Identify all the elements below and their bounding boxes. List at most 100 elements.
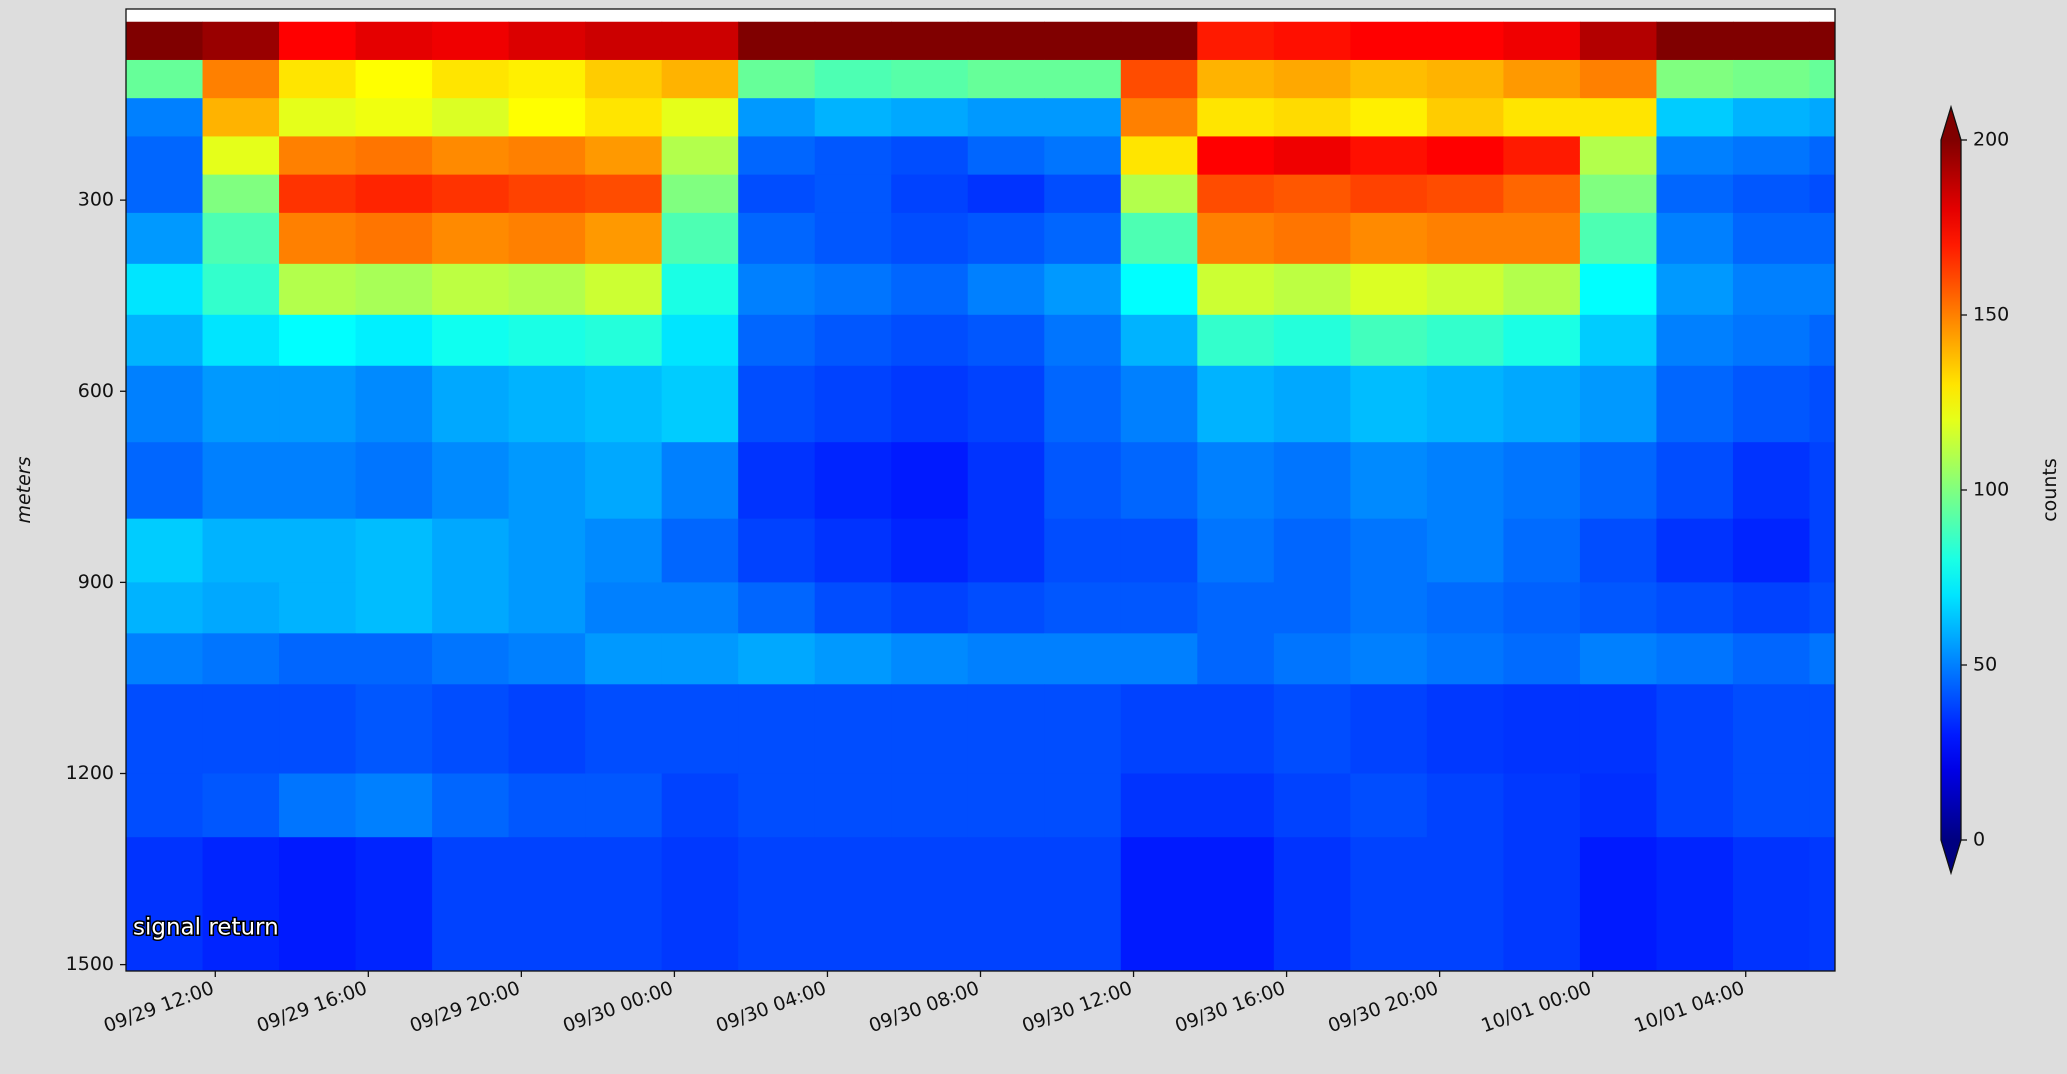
heatmap-cell — [738, 98, 816, 137]
heatmap-cell — [355, 212, 433, 265]
heatmap-cell — [279, 633, 357, 685]
heatmap-cell — [202, 21, 280, 61]
heatmap-cell — [126, 773, 204, 838]
heatmap-cell — [1120, 365, 1198, 443]
heatmap-cell — [1044, 582, 1122, 634]
colorbar-tick-label: 0 — [1973, 829, 1985, 851]
heatmap-cell — [585, 633, 663, 685]
heatmap-cell — [738, 837, 816, 972]
heatmap-cell — [1197, 212, 1275, 265]
heatmap-cell — [202, 773, 280, 838]
heatmap-cell — [738, 633, 816, 685]
heatmap-cell — [1732, 174, 1810, 214]
heatmap-cell — [967, 518, 1045, 583]
heatmap-cell — [1579, 98, 1657, 137]
heatmap-cell — [1197, 518, 1275, 583]
heatmap-cell — [814, 98, 892, 137]
y-tick-label: 900 — [78, 571, 114, 593]
heatmap-cell — [814, 773, 892, 838]
heatmap-cell — [1120, 837, 1198, 972]
heatmap-cell — [661, 684, 739, 775]
heatmap-cell — [202, 518, 280, 583]
heatmap-cell — [508, 212, 586, 265]
heatmap-cell — [1426, 212, 1504, 265]
heatmap-cell — [967, 582, 1045, 634]
heatmap-cell — [1656, 314, 1734, 367]
heatmap-cell — [1350, 314, 1428, 367]
heatmap-cell — [1809, 263, 1836, 316]
heatmap-cell — [891, 518, 969, 583]
heatmap-cell — [814, 684, 892, 775]
heatmap-cell — [1426, 633, 1504, 685]
heatmap-cell — [1120, 773, 1198, 838]
heatmap-cell — [661, 59, 739, 99]
heatmap-cell — [1044, 21, 1122, 61]
heatmap-cell — [661, 136, 739, 176]
y-axis-label: meters — [13, 456, 35, 523]
heatmap-cell — [967, 59, 1045, 99]
heatmap-cell — [508, 174, 586, 214]
heatmap-cell — [355, 365, 433, 443]
heatmap-cell — [126, 837, 204, 972]
heatmap-cell — [1197, 633, 1275, 685]
heatmap-cell — [355, 314, 433, 367]
heatmap-cell — [1503, 21, 1581, 61]
heatmap-cell — [1732, 212, 1810, 265]
heatmap-cell — [202, 365, 280, 443]
heatmap-cell — [432, 518, 510, 583]
heatmap-cell — [967, 136, 1045, 176]
heatmap-cell — [1350, 773, 1428, 838]
heatmap-cell — [661, 773, 739, 838]
heatmap-cell — [1350, 174, 1428, 214]
colorbar-tick-label: 50 — [1973, 654, 1997, 676]
heatmap-cell — [661, 314, 739, 367]
heatmap-cell — [1120, 518, 1198, 583]
heatmap-cell — [1656, 773, 1734, 838]
heatmap-cell — [279, 174, 357, 214]
heatmap-cell — [1809, 773, 1836, 838]
heatmap-cell — [126, 98, 204, 137]
heatmap-cell — [1503, 59, 1581, 99]
heatmap-cell — [1273, 365, 1351, 443]
heatmap-cell — [508, 773, 586, 838]
heatmap-cell — [1044, 59, 1122, 99]
heatmap-cell — [814, 442, 892, 520]
heatmap-cell — [1273, 263, 1351, 316]
heatmap-cell — [1350, 582, 1428, 634]
heatmap-cell — [1044, 633, 1122, 685]
heatmap-cell — [738, 212, 816, 265]
heatmap-cell — [1656, 442, 1734, 520]
heatmap-cell — [1503, 518, 1581, 583]
heatmap-cell — [1426, 442, 1504, 520]
heatmap-cell — [1426, 314, 1504, 367]
heatmap-cell — [891, 773, 969, 838]
heatmap-cell — [202, 837, 280, 972]
heatmap-cell — [1197, 21, 1275, 61]
heatmap-cell — [661, 212, 739, 265]
heatmap-cell — [814, 518, 892, 583]
heatmap-cell — [1044, 98, 1122, 137]
heatmap-cell — [1809, 314, 1836, 367]
heatmap-cell — [508, 21, 586, 61]
heatmap-cell — [1426, 684, 1504, 775]
heatmap-cell — [1120, 314, 1198, 367]
heatmap-cell — [1732, 365, 1810, 443]
heatmap-cell — [1044, 684, 1122, 775]
heatmap-cell — [355, 582, 433, 634]
heatmap-cell — [1732, 518, 1810, 583]
heatmap-cell — [432, 314, 510, 367]
heatmap-cell — [1732, 59, 1810, 99]
heatmap-cell — [1579, 684, 1657, 775]
heatmap-cell — [279, 365, 357, 443]
heatmap-cell — [432, 837, 510, 972]
heatmap-cell — [202, 263, 280, 316]
heatmap-cell — [1656, 365, 1734, 443]
x-tick-label: 09/29 12:00 — [101, 977, 217, 1037]
heatmap-cell — [814, 263, 892, 316]
heatmap-cell — [1809, 212, 1836, 265]
heatmap-cell — [1197, 837, 1275, 972]
heatmap-cell — [585, 174, 663, 214]
heatmap-cell — [508, 518, 586, 583]
heatmap-cell — [1732, 136, 1810, 176]
heatmap-cell — [432, 365, 510, 443]
